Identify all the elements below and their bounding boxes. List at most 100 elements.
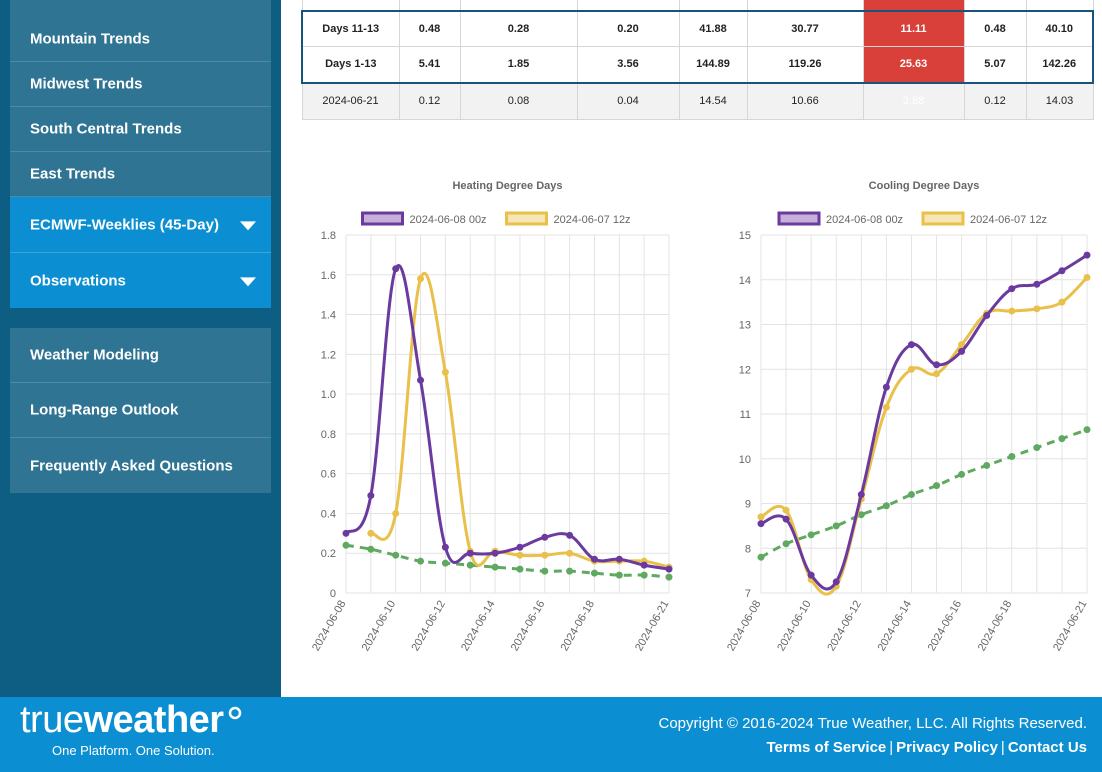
table-cell: 30.77 (746, 9, 864, 47)
data-point (782, 515, 790, 523)
data-point (983, 461, 991, 469)
sidebar: Mountain Trends Midwest Trends South Cen… (0, 0, 281, 697)
data-point (1008, 307, 1016, 315)
link-separator: | (889, 739, 894, 756)
data-point (1008, 285, 1016, 293)
data-point (1008, 453, 1016, 461)
footer-links: Terms of Service | Privacy Policy | Contact … (766, 739, 1087, 756)
privacy-policy-link[interactable]: Privacy Policy (896, 739, 998, 756)
data-point (665, 565, 673, 573)
data-point (615, 571, 623, 579)
data-point (342, 529, 350, 537)
x-tick-label: 2024-06-16 (509, 599, 548, 654)
nav-item-east-trends[interactable]: East Trends (10, 152, 271, 197)
nav-item-ecmwf-weeklies[interactable]: ECMWF-Weeklies (45-Day) (10, 197, 271, 253)
terms-of-service-link[interactable]: Terms of Service (766, 739, 887, 756)
y-tick-label: 9 (745, 499, 751, 511)
main-content: Days 11-13 0.48 0.28 0.20 41.88 30.77 11… (281, 0, 1102, 697)
copyright-text: Copyright © 2016-2024 True Weather, LLC.… (658, 715, 1087, 732)
table-cell: 10.66 (746, 82, 864, 120)
data-point (807, 531, 815, 539)
data-point (807, 571, 815, 579)
data-point (832, 578, 840, 586)
footer: trueweather One Platform. One Solution. … (0, 697, 1102, 772)
data-point (491, 549, 499, 557)
data-point (516, 551, 524, 559)
contact-us-link[interactable]: Contact Us (1007, 739, 1087, 756)
table-cell: 0.48 (398, 9, 461, 47)
series-line (760, 276, 1089, 596)
data-point (640, 571, 648, 579)
data-point (757, 553, 765, 561)
data-point (516, 543, 524, 551)
nav-item-south-central-trends[interactable]: South Central Trends (10, 107, 271, 152)
nav-item-weather-modeling[interactable]: Weather Modeling (10, 328, 271, 383)
nav-item-midwest-trends[interactable]: Midwest Trends (10, 62, 271, 107)
data-point (907, 365, 915, 373)
y-tick-label: 15 (739, 230, 751, 242)
nav-item-observations[interactable]: Observations (10, 253, 271, 308)
link-separator: | (1000, 739, 1005, 756)
table-cell: 14.03 (1025, 82, 1094, 120)
nav-item-label: Midwest Trends (30, 75, 143, 93)
data-point (417, 376, 425, 384)
chevron-down-icon[interactable] (240, 220, 256, 230)
table-cell: 1.85 (459, 46, 578, 84)
table-cell: 0.08 (459, 82, 578, 120)
data-point (516, 565, 524, 573)
data-point (590, 555, 598, 563)
data-point (665, 573, 673, 581)
x-tick-label: 2024-06-10 (360, 599, 399, 654)
y-tick-label: 1.2 (321, 349, 336, 361)
nav-item-label: South Central Trends (30, 120, 182, 138)
data-point (933, 361, 941, 369)
table-cell: 144.89 (678, 46, 748, 84)
data-point (392, 265, 400, 273)
y-tick-label: 11 (740, 409, 751, 421)
cdd-chart: Cooling Degree Days 2024-06-08 00z 2024-06… (725, 180, 1091, 654)
table-row-label: 2024-06-21 (301, 82, 400, 120)
data-point (757, 513, 765, 521)
sun-icon (228, 706, 241, 720)
table-cell-highlight: 11.11 (862, 9, 965, 47)
x-tick-label: 2024-06-14 (876, 599, 915, 654)
y-tick-label: 0.2 (321, 548, 336, 560)
x-tick-label: 2024-06-18 (976, 599, 1015, 654)
data-point (367, 492, 375, 500)
nav-item-label: East Trends (30, 165, 116, 183)
nav-item-faq[interactable]: Frequently Asked Questions (10, 438, 271, 493)
chevron-down-icon[interactable] (240, 276, 256, 286)
data-point (566, 531, 574, 539)
table-cell: 40.10 (1025, 9, 1094, 47)
table-row-label: Days 1-13 (301, 46, 400, 84)
nav-item-mountain-trends[interactable]: Mountain Trends (10, 16, 271, 62)
data-point (441, 559, 449, 567)
legend-swatch (777, 211, 821, 226)
x-tick-label: 2024-06-21 (633, 599, 672, 654)
data-point (640, 561, 648, 569)
tagline: One Platform. One Solution. (52, 743, 215, 758)
data-point (983, 312, 991, 320)
data-point (1033, 280, 1041, 288)
trueweather-logo[interactable]: trueweather (20, 699, 243, 742)
table-cell: 14.54 (678, 82, 748, 120)
data-point (615, 555, 623, 563)
data-point (882, 383, 890, 391)
nav-group-top-fragment (10, 0, 271, 17)
x-tick-label: 2024-06-12 (825, 599, 864, 654)
table-cell: 0.12 (963, 82, 1027, 120)
x-tick-label: 2024-06-16 (926, 599, 965, 654)
nav-group-resources: Weather Modeling Long-Range Outlook Freq… (10, 328, 271, 493)
chart-title: Cooling Degree Days (869, 180, 980, 192)
nav-item-long-range-outlook[interactable]: Long-Range Outlook (10, 383, 271, 438)
nav-item-label: Long-Range Outlook (30, 401, 179, 419)
y-tick-label: 0.8 (321, 429, 336, 441)
data-point (466, 549, 474, 557)
data-point (541, 533, 549, 541)
hdd-chart: Heating Degree Days 2024-06-08 00z 2024-06… (310, 180, 673, 654)
y-tick-label: 10 (739, 454, 751, 466)
x-tick-label: 2024-06-14 (459, 599, 498, 654)
logo-text-true: true (20, 699, 84, 741)
data-point (782, 540, 790, 548)
data-point (1083, 251, 1091, 259)
